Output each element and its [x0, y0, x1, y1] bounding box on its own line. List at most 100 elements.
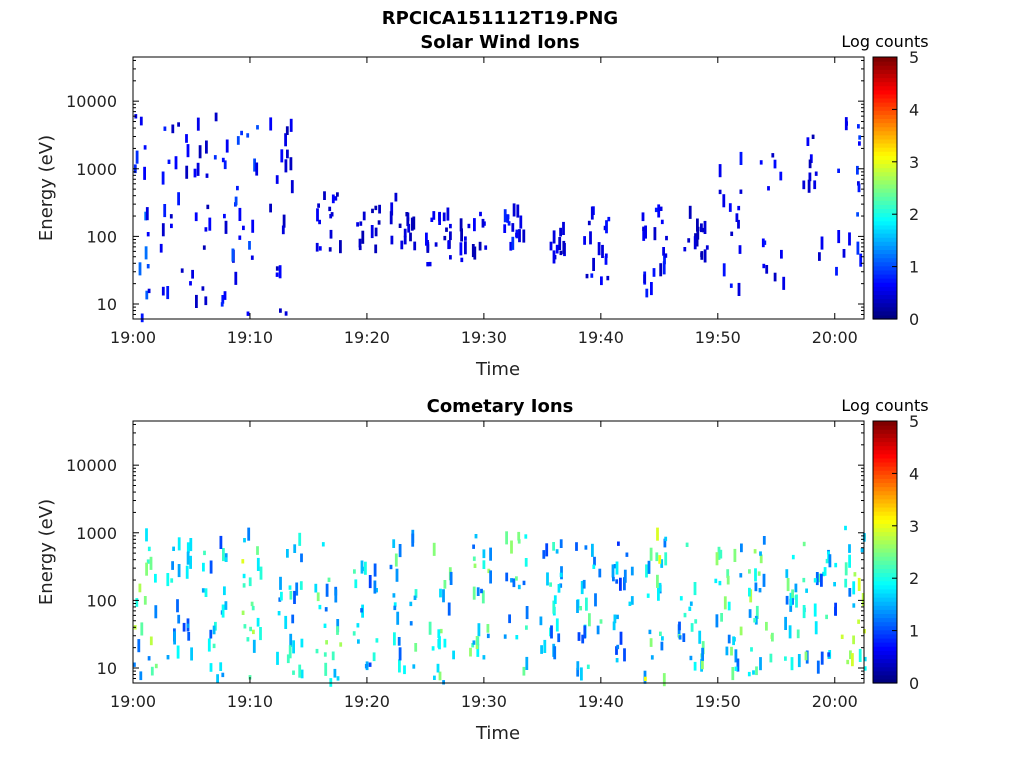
- heatmap-cell: [630, 566, 634, 576]
- heatmap-cell: [731, 667, 735, 681]
- heatmap-cell: [361, 230, 365, 244]
- colorbar-swatch: [873, 220, 897, 226]
- heatmap-cell: [507, 221, 511, 226]
- heatmap-cell: [443, 580, 447, 589]
- heatmap-cell: [835, 266, 838, 276]
- heatmap-cell: [331, 651, 335, 661]
- heatmap-cell: [167, 159, 171, 164]
- heatmap-cell: [790, 657, 794, 671]
- heatmap-cell: [752, 670, 755, 675]
- heatmap-cell: [289, 118, 293, 132]
- heatmap-cell: [607, 216, 611, 222]
- heatmap-cell: [133, 662, 136, 667]
- heatmap-cell: [213, 155, 217, 160]
- heatmap-cell: [280, 591, 283, 601]
- heatmap-cell: [524, 534, 528, 539]
- heatmap-cell: [195, 294, 198, 308]
- heatmap-cell: [726, 575, 730, 585]
- heatmap-cell: [360, 608, 363, 613]
- heatmap-cell: [275, 272, 279, 277]
- heatmap-cell: [590, 206, 594, 220]
- heatmap-cell: [464, 236, 467, 241]
- heatmap-cell: [389, 211, 393, 225]
- colorbar-swatch: [873, 298, 897, 304]
- heatmap-cell: [426, 242, 430, 251]
- heatmap-cell: [449, 223, 452, 229]
- colorbar-swatch: [873, 670, 897, 676]
- heatmap-cell: [517, 531, 521, 541]
- heatmap-cell: [833, 582, 836, 587]
- heatmap-cell: [362, 211, 366, 221]
- colorbar-swatch: [873, 224, 897, 230]
- heatmap-cell: [615, 658, 619, 663]
- heatmap-cell: [336, 192, 339, 197]
- heatmap-cell: [373, 563, 377, 577]
- heatmap-cell: [628, 601, 632, 606]
- heatmap-cell: [443, 638, 447, 648]
- heatmap-cell: [510, 578, 513, 583]
- colorbar-swatch: [873, 179, 897, 185]
- heatmap-cell: [615, 646, 618, 655]
- heatmap-cell: [333, 668, 337, 678]
- heatmap-cell: [409, 601, 413, 607]
- heatmap-cell: [512, 203, 516, 217]
- colorbar-swatch: [873, 282, 897, 287]
- heatmap-cell: [512, 578, 516, 588]
- heatmap-cell: [236, 185, 239, 191]
- x-tick-label: 19:10: [227, 328, 273, 347]
- heatmap-cell: [616, 644, 620, 650]
- heatmap-cell: [482, 655, 486, 660]
- heatmap-cell: [853, 572, 857, 577]
- heatmap-cell: [442, 680, 445, 685]
- colorbar-swatch: [873, 666, 897, 672]
- colorbar-tick-label: 3: [909, 153, 919, 172]
- heatmap-cell: [789, 592, 793, 606]
- heatmap-cell: [144, 246, 148, 260]
- heatmap-cell: [739, 626, 743, 636]
- heatmap-cell: [584, 545, 588, 550]
- heatmap-cell: [360, 560, 364, 574]
- colorbar-swatch: [873, 506, 897, 512]
- heatmap-cell: [515, 635, 519, 640]
- heatmap-cell: [729, 283, 733, 288]
- heatmap-cell: [802, 605, 806, 619]
- colorbar-swatch: [873, 147, 897, 152]
- colorbar-swatch: [873, 646, 897, 651]
- heatmap-cell: [473, 563, 477, 568]
- heatmap-cell: [248, 241, 251, 250]
- heatmap-cell: [767, 186, 770, 191]
- y-tick-label: 10000: [66, 92, 117, 111]
- heatmap-cell: [439, 628, 443, 634]
- figure-filename-title: RPCICA151112T19.PNG: [382, 8, 618, 29]
- heatmap-cell: [583, 236, 586, 245]
- y-ticks: 10 100 1000 10000: [66, 59, 864, 320]
- heatmap-cell: [138, 583, 142, 593]
- heatmap-cell: [478, 241, 482, 251]
- heatmap-cell: [378, 204, 381, 214]
- heatmap-cell: [176, 599, 179, 613]
- colorbar-swatch: [873, 498, 897, 504]
- heatmap-cell: [703, 249, 707, 263]
- heatmap-cell: [472, 586, 476, 600]
- heatmap-cell: [555, 618, 559, 632]
- heatmap-cell: [411, 533, 415, 547]
- heatmap-cell: [166, 286, 170, 300]
- heatmap-cell: [678, 621, 681, 631]
- heatmap-cell: [820, 651, 824, 665]
- heatmap-cell: [482, 560, 486, 569]
- colorbar-swatch: [873, 302, 897, 308]
- heatmap-cell: [643, 274, 646, 284]
- heatmap-cell: [616, 614, 619, 620]
- heatmap-cell: [334, 196, 338, 201]
- colorbar-swatch: [873, 658, 897, 664]
- colorbar: Log counts 0 1 2 3 4 5: [841, 32, 928, 329]
- plot-frame: [132, 420, 865, 684]
- heatmap-cell: [139, 116, 143, 126]
- colorbar-swatch: [873, 306, 897, 312]
- heatmap-cell: [576, 599, 579, 613]
- heatmap-cell: [735, 213, 739, 222]
- heatmap-cell: [223, 160, 227, 170]
- heatmap-cell: [644, 676, 647, 682]
- heatmap-cell: [284, 615, 288, 629]
- heatmap-cell: [857, 181, 860, 186]
